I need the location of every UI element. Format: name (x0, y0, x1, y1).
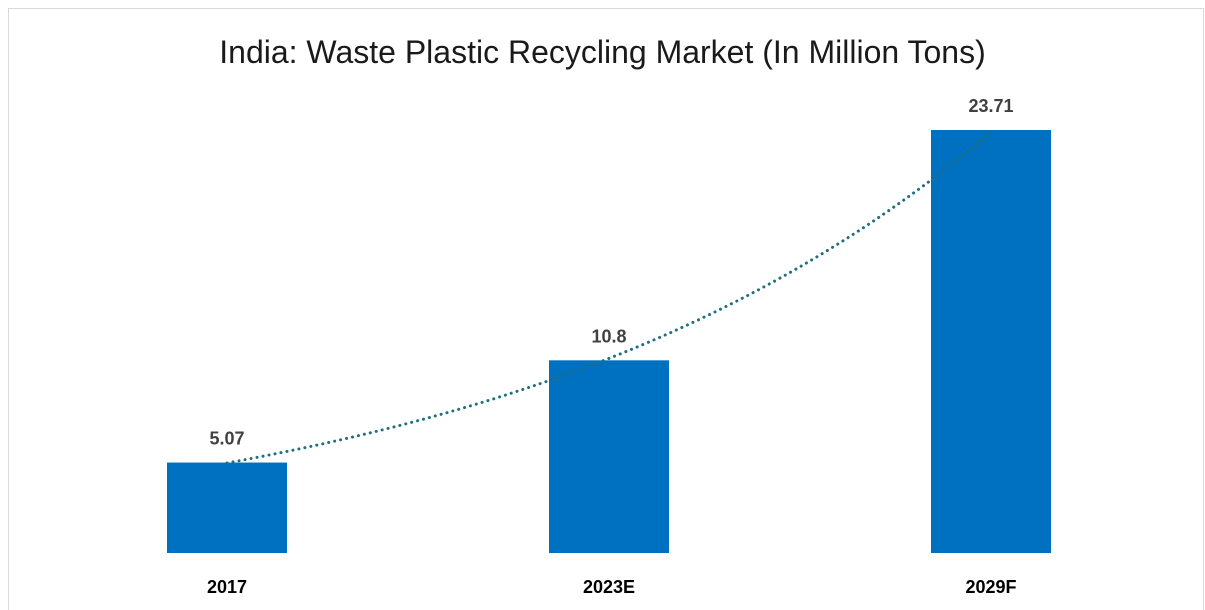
data-labels-layer: 5.07 10.8 23.71 (209, 96, 1013, 449)
x-tick-label-2023E: 2023E (583, 577, 635, 597)
trendline (225, 130, 993, 465)
x-tick-label-2017: 2017 (207, 577, 247, 597)
x-axis-ticks: 2017 2023E 2029F (207, 577, 1017, 597)
bar-2029F (931, 130, 1051, 553)
bar-2017 (167, 462, 287, 553)
data-label-2029F: 23.71 (968, 96, 1013, 116)
x-tick-label-2029F: 2029F (965, 577, 1016, 597)
bars-layer (167, 130, 1051, 553)
data-label-2017: 5.07 (209, 429, 244, 449)
bar-2023E (549, 360, 669, 553)
chart-title: India: Waste Plastic Recycling Market (I… (219, 34, 986, 70)
data-label-2023E: 10.8 (591, 326, 626, 346)
